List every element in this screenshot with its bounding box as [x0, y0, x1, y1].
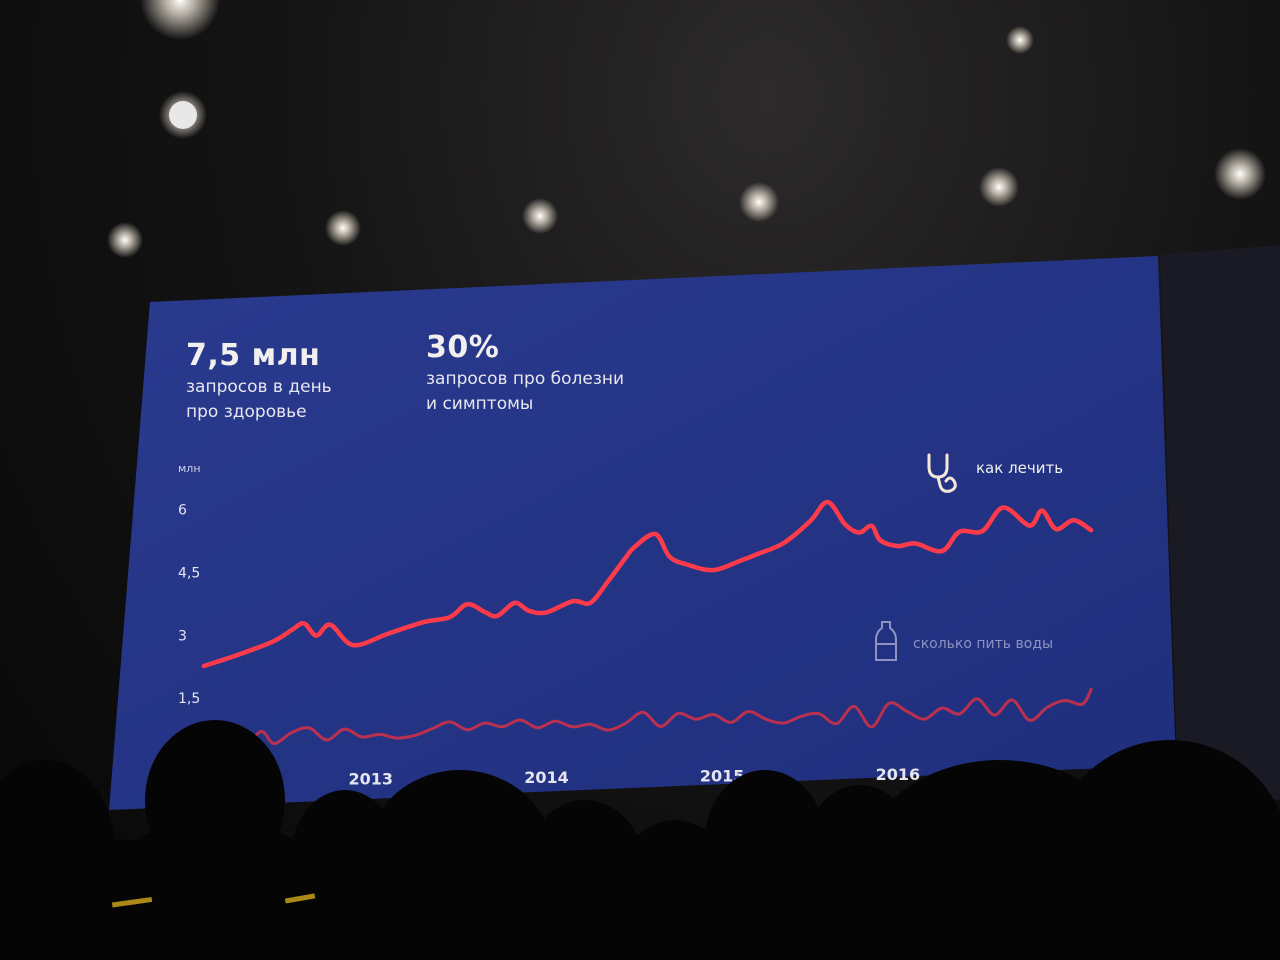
- series-line-kak-lechit: [201, 499, 1094, 669]
- y-tick-label: 1,5: [178, 691, 200, 707]
- spotlight: [1006, 26, 1034, 54]
- screen-background: [109, 256, 1176, 810]
- x-tick-label: 2015: [700, 766, 745, 785]
- secondary-series-label: сколько пить воды: [875, 621, 1053, 661]
- side-panel: [1160, 245, 1280, 800]
- spotlight: [140, 0, 220, 40]
- y-axis-ticks: 1,5 3 4,5 6: [178, 503, 200, 707]
- stat-caption-line1: запросов про болезни: [426, 369, 625, 389]
- series-layer: [201, 499, 1094, 746]
- y-tick-label: 3: [178, 628, 187, 644]
- spotlight: [1214, 148, 1266, 200]
- stat-disease-share: 30% запросов про болезни и симптомы: [426, 330, 624, 417]
- y-tick-label: 4,5: [178, 565, 200, 581]
- spotlight: [325, 210, 361, 246]
- spotlight-face: [169, 101, 197, 129]
- bottle-icon: [875, 621, 897, 661]
- y-axis-unit: млн: [178, 462, 201, 475]
- spotlight: [522, 198, 558, 234]
- x-tick-label: 2014: [524, 768, 569, 787]
- spotlight: [739, 182, 779, 222]
- stat-caption-line2: про здоровье: [186, 402, 307, 422]
- main-series-label: как лечить: [927, 453, 1063, 493]
- stethoscope-icon: [927, 453, 957, 493]
- y-tick-label: 6: [178, 503, 187, 519]
- series-line-skolko-pit-vody: [202, 687, 1093, 746]
- x-tick-label: 2016: [876, 765, 921, 784]
- x-tick-label: 2013: [348, 769, 393, 788]
- stat-value: 7,5 млн: [186, 338, 321, 373]
- main-series-name: как лечить: [976, 459, 1063, 477]
- stat-caption-line2: и симптомы: [426, 394, 534, 414]
- spotlight: [107, 222, 143, 258]
- secondary-series-name: сколько пить воды: [913, 636, 1053, 652]
- stat-caption-line1: запросов в день: [186, 377, 332, 397]
- stat-value: 30%: [426, 330, 500, 365]
- stat-daily-queries: 7,5 млн запросов в день про здоровье: [186, 338, 332, 425]
- spotlight: [979, 167, 1019, 207]
